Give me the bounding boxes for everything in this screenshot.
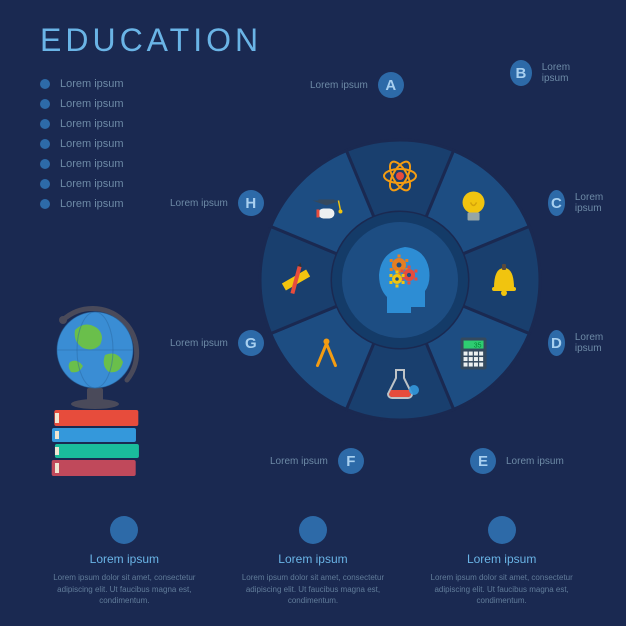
bullet-dot-icon xyxy=(40,139,50,149)
footer-dot-icon xyxy=(488,516,516,544)
globe-illustration xyxy=(35,290,155,480)
segment-label-h: Lorem ipsum H xyxy=(170,190,264,216)
segment-label-e: E Lorem ipsum xyxy=(470,448,564,474)
segment-label-c: C Lorem ipsum xyxy=(548,190,612,216)
bullet-text: Lorem ipsum xyxy=(60,198,124,210)
segment-label-text: Lorem ipsum xyxy=(270,456,328,467)
segment-label-a: Lorem ipsum A xyxy=(310,72,404,98)
footer-body: Lorem ipsum dolor sit amet, consectetur … xyxy=(44,572,204,606)
bullet-item: Lorem ipsum xyxy=(40,138,190,150)
footer-dot-icon xyxy=(110,516,138,544)
bullet-dot-icon xyxy=(40,179,50,189)
infographic-page: EDUCATION Lorem ipsum Lorem ipsum Lorem … xyxy=(0,0,626,626)
segment-label-f: Lorem ipsum F xyxy=(270,448,364,474)
bullet-text: Lorem ipsum xyxy=(60,178,124,190)
footer-title: Lorem ipsum xyxy=(44,552,204,566)
segment-label-text: Lorem ipsum xyxy=(310,80,368,91)
segment-label-text: Lorem ipsum xyxy=(170,338,228,349)
bullet-dot-icon xyxy=(40,99,50,109)
segment-label-text: Lorem ipsum xyxy=(542,62,590,84)
footer-title: Lorem ipsum xyxy=(422,552,582,566)
footer-column: Lorem ipsum Lorem ipsum dolor sit amet, … xyxy=(233,516,393,606)
bullet-dot-icon xyxy=(40,119,50,129)
segment-label-b: B Lorem ipsum xyxy=(510,60,590,86)
bullet-text: Lorem ipsum xyxy=(60,158,124,170)
bullet-item: Lorem ipsum xyxy=(40,78,190,90)
segment-letter-badge: G xyxy=(238,330,264,356)
bullet-list: Lorem ipsum Lorem ipsum Lorem ipsum Lore… xyxy=(40,78,190,218)
svg-text:35: 35 xyxy=(474,343,482,350)
bullet-text: Lorem ipsum xyxy=(60,138,124,150)
segment-letter-badge: E xyxy=(470,448,496,474)
footer-dot-icon xyxy=(299,516,327,544)
bullet-text: Lorem ipsum xyxy=(60,98,124,110)
segment-letter-badge: D xyxy=(548,330,565,356)
calculator-icon: 35 xyxy=(461,338,487,370)
bullet-text: Lorem ipsum xyxy=(60,118,124,130)
bullet-text: Lorem ipsum xyxy=(60,78,124,90)
footer-column: Lorem ipsum Lorem ipsum dolor sit amet, … xyxy=(422,516,582,606)
segment-letter-badge: H xyxy=(238,190,264,216)
segment-label-text: Lorem ipsum xyxy=(170,198,228,209)
wheel-center xyxy=(342,222,458,338)
bullet-item: Lorem ipsum xyxy=(40,98,190,110)
segment-label-g: Lorem ipsum G xyxy=(170,330,264,356)
segment-letter-badge: F xyxy=(338,448,364,474)
footer-column: Lorem ipsum Lorem ipsum dolor sit amet, … xyxy=(44,516,204,606)
segment-label-text: Lorem ipsum xyxy=(506,456,564,467)
footer-body: Lorem ipsum dolor sit amet, consectetur … xyxy=(422,572,582,606)
bullet-item: Lorem ipsum xyxy=(40,178,190,190)
segment-label-d: D Lorem ipsum xyxy=(548,330,612,356)
footer-body: Lorem ipsum dolor sit amet, consectetur … xyxy=(233,572,393,606)
bullet-dot-icon xyxy=(40,79,50,89)
segment-letter-badge: C xyxy=(548,190,565,216)
head-gears-icon xyxy=(355,235,445,325)
page-title: EDUCATION xyxy=(40,22,262,59)
segment-letter-badge: A xyxy=(378,72,404,98)
footer-columns: Lorem ipsum Lorem ipsum dolor sit amet, … xyxy=(0,516,626,606)
bullet-dot-icon xyxy=(40,199,50,209)
segment-label-text: Lorem ipsum xyxy=(575,332,613,354)
footer-title: Lorem ipsum xyxy=(233,552,393,566)
bullet-dot-icon xyxy=(40,159,50,169)
segment-letter-badge: B xyxy=(510,60,532,86)
bullet-item: Lorem ipsum xyxy=(40,198,190,210)
segment-label-text: Lorem ipsum xyxy=(575,192,613,214)
bullet-item: Lorem ipsum xyxy=(40,118,190,130)
segment-wheel: 35 Lorem ipsumABLorem ipsumCLorem ipsumD… xyxy=(210,90,590,470)
bullet-item: Lorem ipsum xyxy=(40,158,190,170)
